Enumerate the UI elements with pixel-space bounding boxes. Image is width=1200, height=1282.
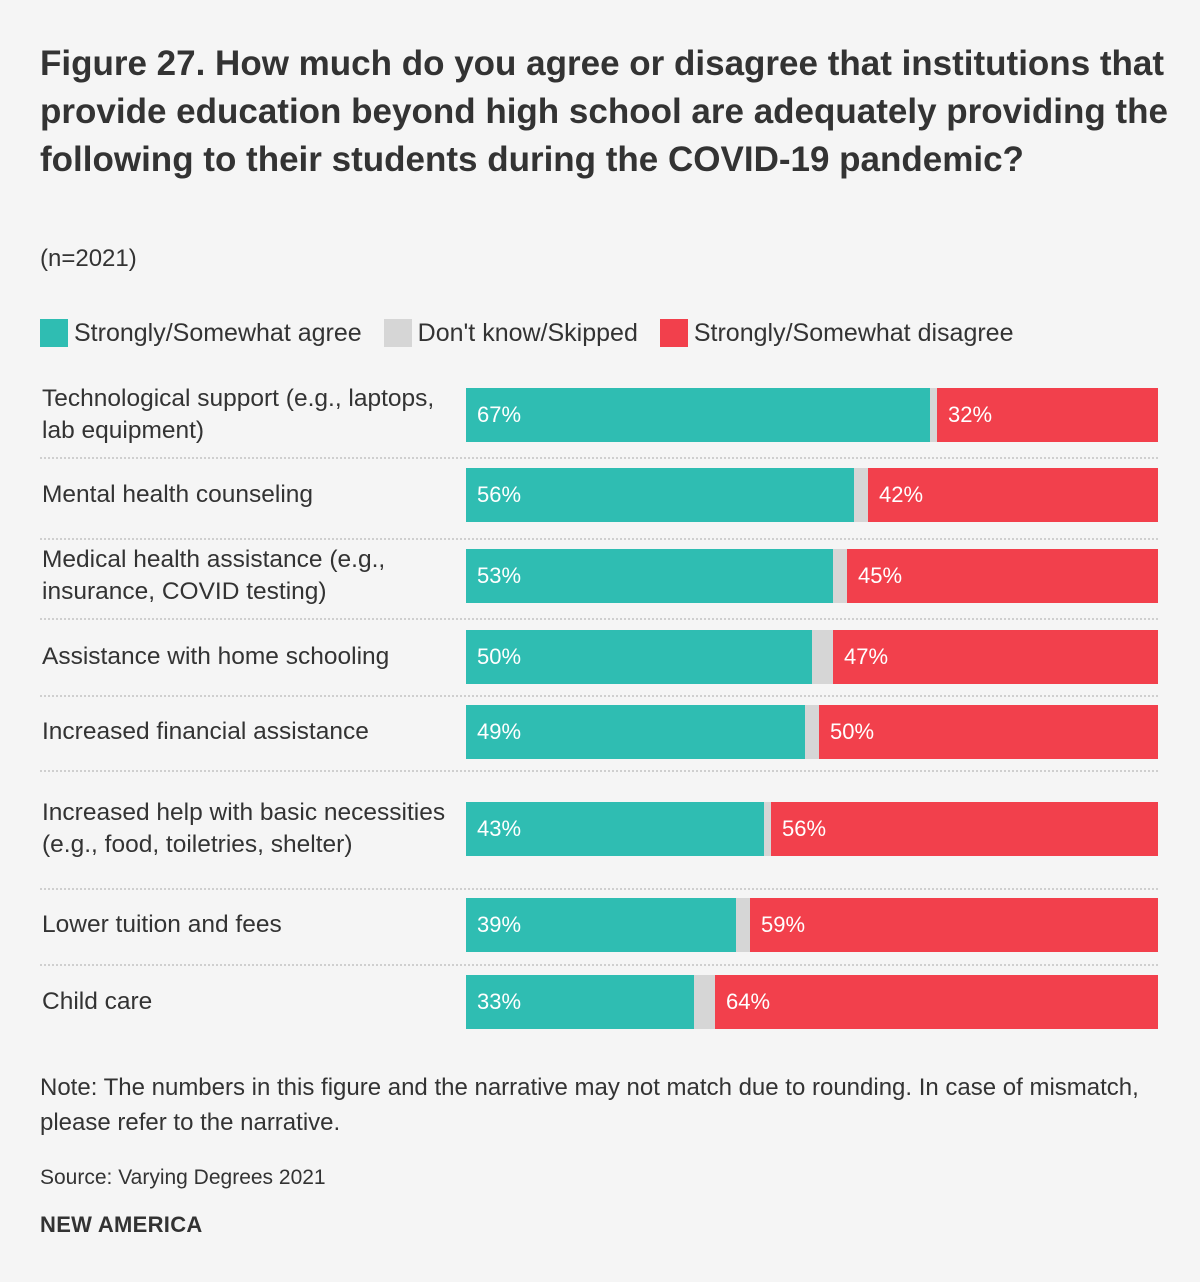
data-label-strongly-somewhat-agree: 56% xyxy=(477,482,522,507)
data-label-strongly-somewhat-disagree: 59% xyxy=(761,912,806,937)
category-label: Increased financial assistance xyxy=(42,718,369,745)
legend-item-agree: Strongly/Somewhat agree xyxy=(40,319,362,348)
footnote: Note: The numbers in this figure and the… xyxy=(40,1074,1139,1136)
category-label: Medical health assistance (e.g., insuran… xyxy=(42,546,386,605)
data-label-strongly-somewhat-agree: 49% xyxy=(477,719,522,744)
category-label: Increased help with basic necessities (e… xyxy=(42,799,446,858)
data-label-strongly-somewhat-disagree: 42% xyxy=(879,482,924,507)
bar-segment-strongly-somewhat-disagree xyxy=(847,549,1158,603)
data-label-strongly-somewhat-disagree: 64% xyxy=(726,989,771,1014)
bar-segment-strongly-somewhat-disagree xyxy=(819,705,1158,759)
row-divider xyxy=(40,888,1158,890)
sample-size: (n=2021) xyxy=(40,245,137,272)
row-divider xyxy=(40,538,1158,540)
bar-segment-strongly-somewhat-agree xyxy=(466,549,833,603)
bar-segment-don-t-know-skipped xyxy=(854,468,868,522)
legend-swatch-agree xyxy=(40,319,68,347)
bar-segment-strongly-somewhat-agree xyxy=(466,630,812,684)
bar-segment-don-t-know-skipped xyxy=(764,802,771,856)
bar-segment-don-t-know-skipped xyxy=(812,630,833,684)
stacked-bar-chart: Technological support (e.g., laptops, la… xyxy=(40,385,1158,1029)
legend-item-disagree: Strongly/Somewhat disagree xyxy=(659,318,1014,348)
bar-segment-strongly-somewhat-disagree xyxy=(750,898,1158,952)
bar-segment-strongly-somewhat-agree xyxy=(466,898,736,952)
category-label: Child care xyxy=(42,988,153,1015)
bar-segment-strongly-somewhat-agree xyxy=(466,705,805,759)
data-label-strongly-somewhat-agree: 43% xyxy=(477,816,522,841)
bar-segment-don-t-know-skipped xyxy=(833,549,847,603)
legend-label-disagree: Strongly/Somewhat disagree xyxy=(693,318,1014,347)
data-label-strongly-somewhat-agree: 50% xyxy=(477,644,522,669)
source-line: Source: Varying Degrees 2021 xyxy=(40,1166,326,1189)
bar-segment-strongly-somewhat-disagree xyxy=(868,468,1158,522)
category-label: Assistance with home schooling xyxy=(42,643,390,670)
row-divider xyxy=(40,457,1158,459)
data-label-strongly-somewhat-disagree: 47% xyxy=(844,644,889,669)
data-label-strongly-somewhat-disagree: 32% xyxy=(948,402,993,427)
bar-segment-strongly-somewhat-disagree xyxy=(771,802,1158,856)
bar-segment-don-t-know-skipped xyxy=(805,705,819,759)
bar-segment-strongly-somewhat-disagree xyxy=(937,388,1158,442)
category-label: Mental health counseling xyxy=(42,481,314,508)
bar-segment-strongly-somewhat-agree xyxy=(466,468,854,522)
legend-item-dont-know: Don't know/Skipped xyxy=(383,318,638,348)
category-label: Lower tuition and fees xyxy=(42,911,282,938)
data-label-strongly-somewhat-agree: 33% xyxy=(477,989,522,1014)
bar-segment-strongly-somewhat-agree xyxy=(466,388,930,442)
data-label-strongly-somewhat-agree: 67% xyxy=(477,402,522,427)
category-label: Technological support (e.g., laptops, la… xyxy=(42,385,435,444)
bar-segment-strongly-somewhat-disagree xyxy=(715,975,1158,1029)
data-label-strongly-somewhat-disagree: 56% xyxy=(782,816,827,841)
data-label-strongly-somewhat-agree: 53% xyxy=(477,563,522,588)
legend-swatch-disagree xyxy=(659,319,688,347)
chart-title: Figure 27. How much do you agree or disa… xyxy=(40,44,1168,179)
bar-segment-strongly-somewhat-disagree xyxy=(833,630,1158,684)
data-label-strongly-somewhat-agree: 39% xyxy=(477,912,522,937)
bar-segment-don-t-know-skipped xyxy=(694,975,715,1029)
brand-logo-text: NEW AMERICA xyxy=(40,1212,203,1237)
row-divider xyxy=(40,770,1158,772)
bar-segment-don-t-know-skipped xyxy=(930,388,937,442)
row-divider xyxy=(40,618,1158,620)
data-label-strongly-somewhat-disagree: 45% xyxy=(858,563,903,588)
bar-segment-strongly-somewhat-agree xyxy=(466,975,694,1029)
row-divider xyxy=(40,695,1158,697)
data-label-strongly-somewhat-disagree: 50% xyxy=(830,719,875,744)
legend-swatch-dont-know xyxy=(383,319,412,347)
legend: Strongly/Somewhat agree Don't know/Skipp… xyxy=(40,316,1035,350)
row-divider xyxy=(40,964,1158,966)
legend-label-agree: Strongly/Somewhat agree xyxy=(74,318,362,347)
legend-label-dont-know: Don't know/Skipped xyxy=(417,318,638,347)
bar-segment-don-t-know-skipped xyxy=(736,898,750,952)
bar-segment-strongly-somewhat-agree xyxy=(466,802,764,856)
